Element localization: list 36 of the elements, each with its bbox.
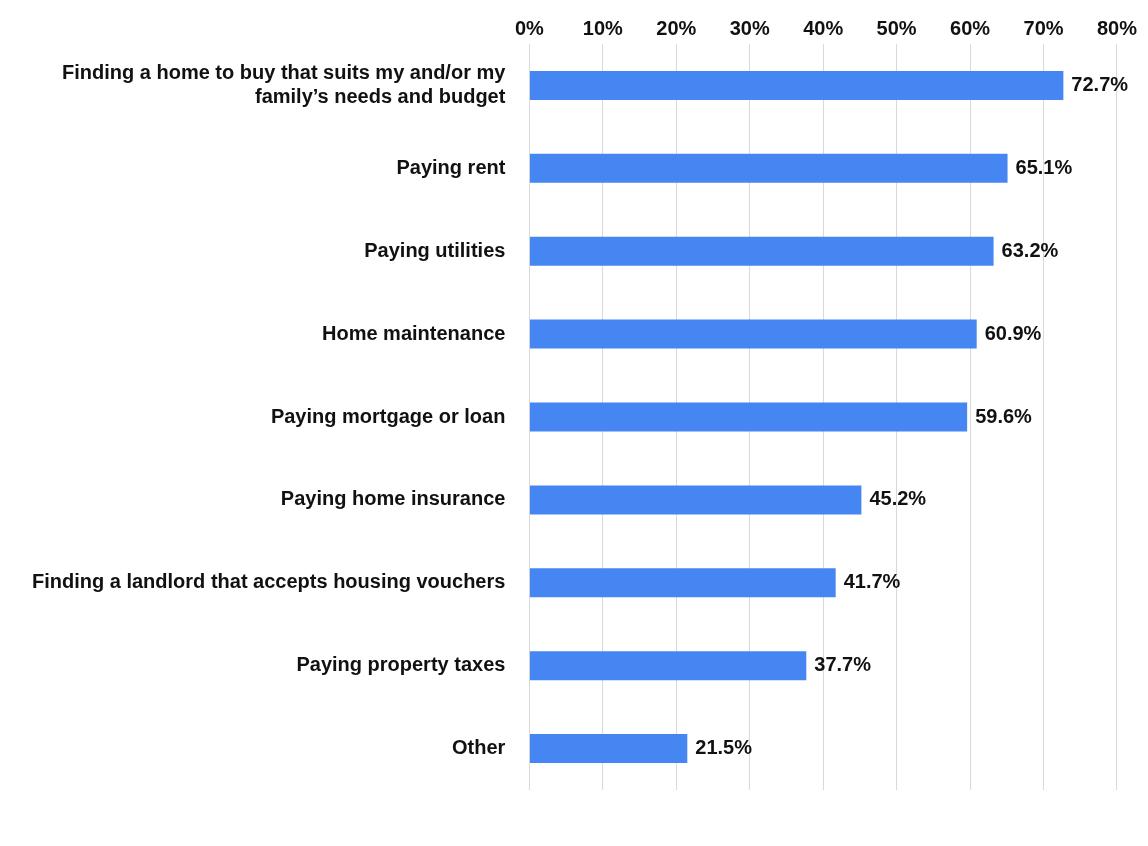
data-label: 65.1%: [1015, 155, 1073, 178]
x-tick-label: 10%: [582, 16, 624, 39]
y-tick-label: Finding a home to buy that suits my and/or my family’s needs and budget: [62, 60, 507, 107]
data-label: 60.9%: [984, 321, 1042, 344]
bar: [529, 236, 994, 266]
bar: [529, 734, 688, 764]
x-tick-label: 80%: [1096, 16, 1138, 39]
y-tick-label: Finding a landlord that accepts housing vouchers: [32, 570, 506, 593]
data-label: 63.2%: [1001, 238, 1059, 261]
y-tick-label: Paying mortgage or loan: [270, 404, 506, 427]
bar: [529, 153, 1008, 183]
x-tick-label: 20%: [656, 16, 697, 39]
y-tick-label: Other: [452, 736, 506, 759]
data-label: 41.7%: [843, 570, 901, 593]
x-tick-label: 30%: [729, 16, 770, 39]
y-tick-label: Paying property taxes: [296, 653, 506, 676]
data-label: 59.6%: [975, 404, 1033, 427]
x-tick-label: 0%: [514, 16, 545, 39]
data-label: 37.7%: [814, 653, 872, 676]
data-label: 45.2%: [869, 487, 927, 510]
bar: [529, 568, 836, 598]
bar: [529, 319, 977, 349]
bar: [529, 402, 968, 432]
y-tick-label: Paying home insurance: [280, 487, 506, 510]
data-label: 72.7%: [1071, 72, 1129, 95]
x-tick-label: 40%: [803, 16, 844, 39]
bar: [529, 651, 807, 681]
y-tick-label: Home maintenance: [322, 321, 506, 344]
bar: [529, 70, 1064, 100]
bar: [529, 485, 862, 515]
y-tick-label: Paying utilities: [364, 238, 506, 261]
x-tick-label: 50%: [876, 16, 917, 39]
x-tick-label: 60%: [950, 16, 991, 39]
data-label: 21.5%: [695, 736, 753, 759]
y-tick-label: Paying rent: [396, 155, 506, 178]
x-tick-label: 70%: [1023, 16, 1064, 39]
